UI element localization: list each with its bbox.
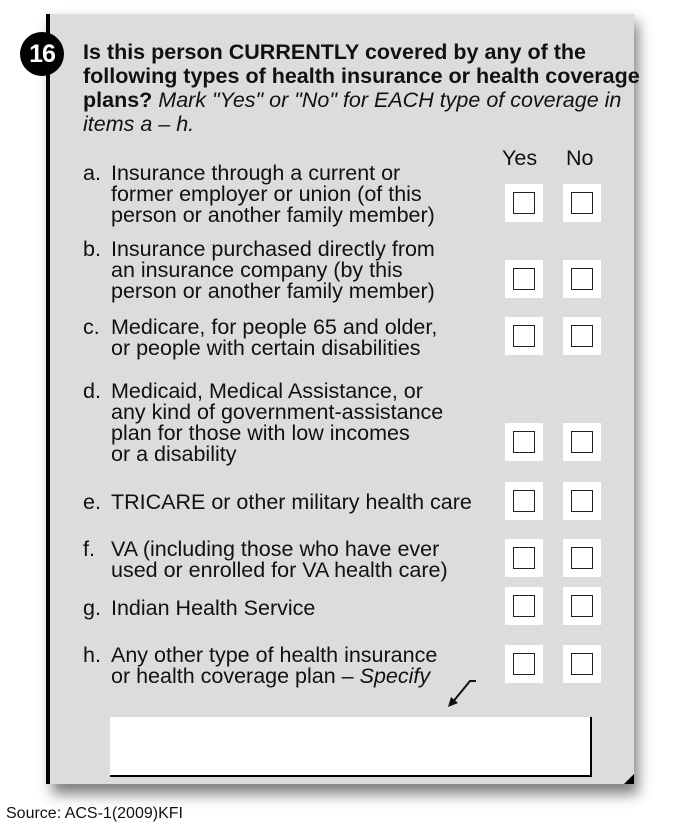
- item-f-no-checkbox[interactable]: [563, 539, 601, 577]
- item-e-yes-checkbox[interactable]: [505, 482, 543, 520]
- item-d-yes-checkbox[interactable]: [505, 423, 543, 461]
- item-c-no-checkbox[interactable]: [563, 317, 601, 355]
- item-b-yes-checkbox[interactable]: [505, 260, 543, 298]
- item-h-text: Any other type of health insurance or he…: [111, 643, 511, 688]
- no-column-header: No: [566, 146, 594, 170]
- question-text-bold: Is this person CURRENTLY covered by any …: [83, 40, 640, 112]
- item-g-text: Indian Health Service: [111, 596, 316, 620]
- item-f-text: VA (including those who have ever used o…: [111, 537, 448, 582]
- question-instruction: Mark "Yes" or "No" for EACH type of cove…: [83, 88, 622, 136]
- item-e-text: TRICARE or other military health care: [111, 490, 472, 514]
- item-h-yes-checkbox[interactable]: [505, 645, 543, 683]
- item-d-no-checkbox[interactable]: [563, 423, 601, 461]
- arrow-down-left-icon: [448, 680, 476, 707]
- item-d-letter: d.: [83, 379, 101, 403]
- item-c-text: Medicare, for people 65 and older, or pe…: [111, 315, 438, 360]
- item-f-yes-checkbox[interactable]: [505, 539, 543, 577]
- item-c-yes-checkbox[interactable]: [505, 317, 543, 355]
- question-number-badge: 16: [20, 32, 64, 76]
- item-b-no-checkbox[interactable]: [563, 260, 601, 298]
- item-c-letter: c.: [83, 315, 100, 339]
- source-caption: Source: ACS-1(2009)KFI: [6, 805, 183, 822]
- item-e-no-checkbox[interactable]: [563, 482, 601, 520]
- item-f-letter: f.: [83, 537, 95, 561]
- item-g-letter: g.: [83, 596, 101, 620]
- item-e-letter: e.: [83, 490, 101, 514]
- item-h-letter: h.: [83, 643, 101, 667]
- item-b-letter: b.: [83, 237, 101, 261]
- item-h-no-checkbox[interactable]: [563, 645, 601, 683]
- item-a-no-checkbox[interactable]: [563, 184, 601, 222]
- yes-column-header: Yes: [502, 146, 538, 170]
- item-h-specify-label: Specify: [359, 664, 431, 688]
- item-g-no-checkbox[interactable]: [563, 587, 601, 625]
- panel-corner-mark: [624, 774, 634, 784]
- item-a-letter: a.: [83, 161, 101, 185]
- item-a-yes-checkbox[interactable]: [505, 184, 543, 222]
- item-a-text: Insurance through a current or former em…: [111, 161, 435, 227]
- question-text: Is this person CURRENTLY covered by any …: [83, 40, 643, 136]
- item-g-yes-checkbox[interactable]: [505, 587, 543, 625]
- specify-text-field[interactable]: [110, 717, 592, 777]
- item-h-text-main: Any other type of health insurance or he…: [111, 643, 438, 688]
- item-b-text: Insurance purchased directly from an ins…: [111, 237, 435, 303]
- item-d-text: Medicaid, Medical Assistance, or any kin…: [111, 379, 444, 466]
